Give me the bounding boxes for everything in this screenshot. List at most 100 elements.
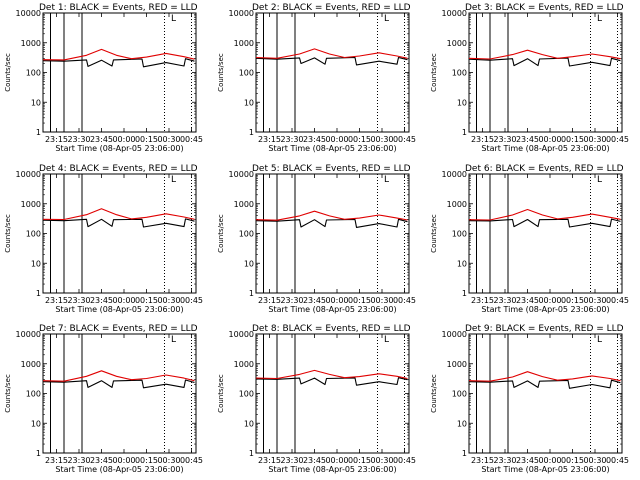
x-tick-label: 00:30	[157, 296, 180, 305]
x-tick-label: 23:45	[303, 296, 326, 305]
plot-frame	[255, 12, 410, 133]
panel-title: Det 2: BLACK = Events, RED = LLD	[252, 3, 411, 13]
x-tick-label: 00:15	[135, 456, 158, 465]
y-axis-label: Counts/sec	[430, 374, 438, 413]
x-tick-label: 00:45	[180, 296, 203, 305]
x-tick-label: 23:45	[90, 296, 113, 305]
x-tick-label: 23:30	[493, 296, 516, 305]
y-axis-label: Counts/sec	[217, 53, 225, 92]
y-tick-label: 1000	[21, 39, 41, 48]
y-tick-label: 10000	[16, 9, 41, 18]
x-tick-label: 00:15	[348, 456, 371, 465]
y-tick-label: 100	[26, 69, 41, 78]
x-tick-label: 23:45	[516, 296, 539, 305]
corner-glyph: L	[384, 14, 389, 24]
panel-title: Det 4: BLACK = Events, RED = LLD	[39, 164, 198, 174]
y-tick-label: 1000	[447, 360, 467, 369]
y-tick-label: 1	[249, 449, 254, 458]
x-tick-label: 00:30	[583, 456, 606, 465]
y-tick-label: 1000	[234, 200, 254, 209]
corner-glyph: L	[171, 14, 176, 24]
y-tick-label: 1000	[234, 360, 254, 369]
y-tick-label: 10000	[442, 9, 467, 18]
events-series-line	[468, 379, 621, 389]
detector-panel-9: Det 9: BLACK = Events, RED = LLD 1 10 100 10…	[430, 324, 629, 474]
y-tick-label: 1	[36, 128, 41, 137]
y-tick-label: 10000	[442, 170, 467, 179]
y-tick-label: 100	[452, 69, 467, 78]
x-tick-label: 23:15	[471, 296, 494, 305]
detector-panel-3: Det 3: BLACK = Events, RED = LLD 1 10 100 10…	[430, 3, 629, 153]
x-axis-label: Start Time (08-Apr-05 23:06:00)	[55, 144, 183, 153]
y-tick-label: 100	[452, 230, 467, 239]
events-series-line	[255, 377, 408, 386]
lld-series-line	[42, 370, 195, 382]
panel-title: Det 1: BLACK = Events, RED = LLD	[39, 3, 198, 13]
y-tick-label: 1	[36, 289, 41, 298]
y-tick-label: 1	[462, 289, 467, 298]
x-tick-label: 00:15	[348, 296, 371, 305]
y-tick-label: 1000	[21, 360, 41, 369]
plot-frame	[42, 12, 197, 133]
x-tick-label: 00:00	[112, 456, 135, 465]
x-tick-label: 00:45	[393, 456, 416, 465]
x-tick-label: 00:45	[606, 135, 629, 144]
y-tick-label: 1000	[234, 39, 254, 48]
x-tick-label: 00:30	[157, 456, 180, 465]
x-axis-label: Start Time (08-Apr-05 23:06:00)	[268, 465, 396, 474]
x-tick-label: 23:15	[258, 456, 281, 465]
plot-frame	[42, 333, 197, 454]
y-tick-label: 1000	[447, 39, 467, 48]
y-tick-label: 1000	[447, 200, 467, 209]
y-tick-label: 100	[239, 390, 254, 399]
panel-title: Det 9: BLACK = Events, RED = LLD	[465, 324, 624, 334]
y-tick-label: 10000	[229, 330, 254, 339]
y-tick-label: 10000	[16, 330, 41, 339]
plot-frame	[255, 333, 410, 454]
y-tick-label: 10	[457, 419, 467, 428]
plot-frame	[468, 12, 623, 133]
x-tick-label: 23:45	[303, 456, 326, 465]
lld-series-line	[255, 210, 408, 221]
y-tick-label: 10	[244, 98, 254, 107]
y-tick-label: 1	[36, 449, 41, 458]
plot-frame	[255, 173, 410, 294]
y-axis-label: Counts/sec	[430, 214, 438, 253]
x-axis-label: Start Time (08-Apr-05 23:06:00)	[481, 305, 609, 314]
panel-title: Det 7: BLACK = Events, RED = LLD	[39, 324, 198, 334]
x-axis-label: Start Time (08-Apr-05 23:06:00)	[55, 465, 183, 474]
y-tick-label: 10000	[229, 170, 254, 179]
y-axis-label: Counts/sec	[217, 374, 225, 413]
y-axis-label: Counts/sec	[4, 53, 12, 92]
x-tick-label: 23:30	[67, 135, 90, 144]
events-series-line	[255, 218, 408, 228]
corner-glyph: L	[597, 175, 602, 185]
lld-series-line	[468, 49, 621, 60]
x-tick-label: 23:15	[45, 135, 68, 144]
x-tick-label: 00:30	[370, 135, 393, 144]
y-tick-label: 100	[26, 390, 41, 399]
x-tick-label: 23:30	[67, 456, 90, 465]
panel-title: Det 5: BLACK = Events, RED = LLD	[252, 164, 411, 174]
corner-glyph: L	[171, 175, 176, 185]
detector-panel-6: Det 6: BLACK = Events, RED = LLD 1 10 100 10…	[430, 164, 629, 314]
y-axis-label: Counts/sec	[217, 214, 225, 253]
x-tick-label: 23:15	[471, 135, 494, 144]
corner-glyph: L	[384, 175, 389, 185]
corner-glyph: L	[597, 14, 602, 24]
y-tick-label: 10000	[229, 9, 254, 18]
x-tick-label: 00:00	[325, 135, 348, 144]
detector-panel-5: Det 5: BLACK = Events, RED = LLD 1 10 100 10…	[217, 164, 416, 314]
y-tick-label: 10	[457, 259, 467, 268]
corner-glyph: L	[597, 335, 602, 345]
events-series-line	[42, 218, 195, 228]
x-tick-label: 00:45	[180, 135, 203, 144]
x-tick-label: 23:30	[493, 456, 516, 465]
x-tick-label: 23:15	[471, 456, 494, 465]
x-tick-label: 23:15	[45, 296, 68, 305]
plot-frame	[42, 173, 197, 294]
x-tick-label: 23:30	[493, 135, 516, 144]
detector-panel-4: Det 4: BLACK = Events, RED = LLD 1 10 100 10…	[4, 164, 203, 314]
corner-glyph: L	[171, 335, 176, 345]
